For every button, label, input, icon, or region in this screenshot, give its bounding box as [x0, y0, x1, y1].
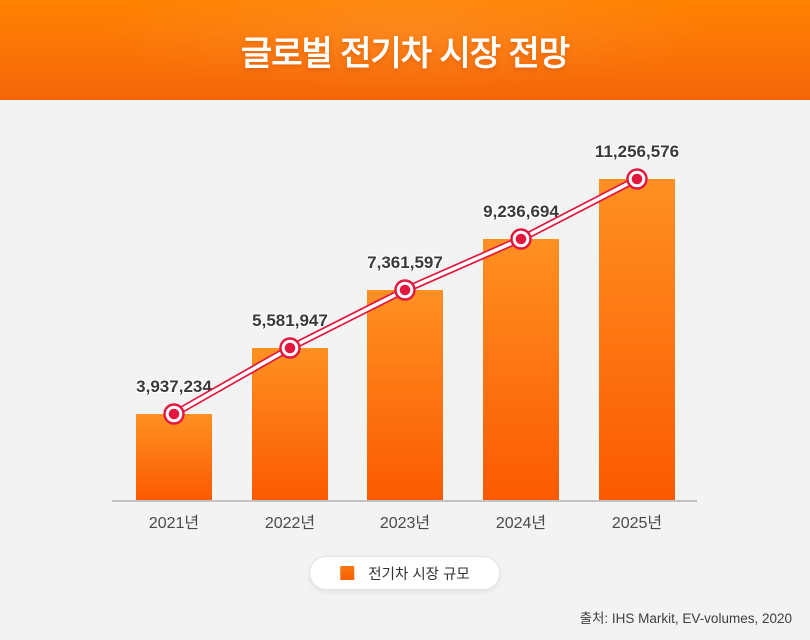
header-banner: 글로벌 전기차 시장 전망	[0, 0, 810, 100]
x-axis-tick-label: 2022년	[264, 515, 316, 532]
x-axis-tick-label: 2025년	[611, 515, 663, 532]
bar	[599, 179, 675, 500]
bar-value-label: 7,361,597	[367, 253, 443, 272]
bar-value-label: 3,937,234	[136, 377, 212, 396]
legend: 전기차 시장 규모	[309, 556, 501, 590]
bar	[367, 290, 443, 500]
page-title: 글로벌 전기차 시장 전망	[240, 34, 570, 73]
bar-value-label: 5,581,947	[252, 311, 328, 330]
bar	[252, 348, 328, 500]
bar-value-label: 9,236,694	[483, 202, 559, 221]
x-axis-tick-label: 2023년	[379, 515, 431, 532]
x-axis-line	[112, 500, 697, 502]
bar	[136, 414, 212, 500]
x-axis-tick-label: 2024년	[495, 515, 547, 532]
legend-swatch-icon	[340, 566, 355, 580]
x-axis-tick-label: 2021년	[148, 515, 200, 532]
bar	[483, 239, 559, 500]
source-credit: 출처: IHS Markit, EV-volumes, 2020	[579, 611, 792, 626]
legend-label: 전기차 시장 규모	[368, 566, 470, 583]
bar-value-label: 11,256,576	[594, 142, 680, 161]
